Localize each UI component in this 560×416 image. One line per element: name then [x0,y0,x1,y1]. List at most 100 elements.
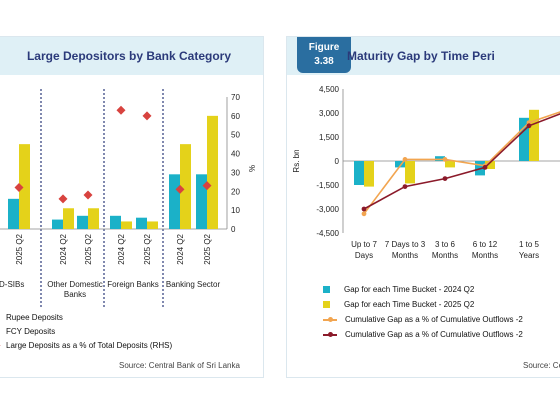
line-point [442,157,448,162]
y2-axis-label: % [247,165,256,172]
bar-gap-2025-q2 [364,161,374,187]
line-point [402,157,408,162]
marker-large-deposits-pct [58,194,68,204]
bar-fcy-deposits [121,221,132,229]
line-point [361,211,367,217]
bar-gap-2024-q2 [395,161,405,168]
legend-item: Gap for each Time Bucket - 2025 Q2 [323,300,474,309]
bar-gap-2024-q2 [354,161,364,185]
legend-item: Cumulative Gap as a % of Cumulative Outf… [323,315,523,324]
x-tick-label: Up to 7 Days [351,240,377,260]
y-tick-label: 1,500 [319,133,340,142]
left-panel-header [0,37,263,75]
legend-line-dot [328,316,333,322]
y2-tick-label: 30 [231,168,240,177]
right-chart-title: Maturity Gap by Time Peri [347,49,495,63]
x-tick-label: 2025 Q2 [143,233,152,264]
y-tick-label: 0 [335,157,340,166]
legend-swatch [323,286,330,294]
legend-label: Rupee Deposits [6,313,63,322]
legend-item: Rupee Deposits [0,313,63,322]
bar-gap-2024-q2 [519,117,529,161]
legend-item: Large Deposits as a % of Total Deposits … [0,341,172,350]
bar-gap-2025-q2 [405,161,415,184]
bar-fcy-deposits [180,144,191,229]
x-tick-label: 3 to 6 Months [432,240,458,260]
group-label: Foreign Banks [107,280,159,289]
bar-rupee-deposits [52,219,63,229]
bar-fcy-deposits [63,208,74,229]
legend-label: FCY Deposits [6,327,56,336]
x-tick-label: 2024 Q2 [59,233,68,264]
group-label: D-SIBs [0,280,24,289]
y2-tick-label: 60 [231,112,240,121]
marker-large-deposits-pct [175,184,185,194]
line-cumulative-gap-maroon [363,113,560,210]
bar-fcy-deposits [19,144,30,229]
marker-large-deposits-pct [142,111,152,121]
left-chart-panel: Large Depositors by Bank Category 0 10 20 3… [0,36,264,378]
bar-gap-2025-q2 [485,161,495,169]
right-chart-source: Source: Central B [523,361,560,370]
legend-label: Cumulative Gap as a % of Cumulative Outf… [345,315,523,324]
legend-line-dot [328,331,333,337]
y2-tick-label: 50 [231,131,240,140]
x-tick-label: 7 Days to 3 Months [385,240,426,260]
bar-rupee-deposits [169,174,180,229]
marker-large-deposits-pct [116,105,126,115]
y-tick-label: 3,000 [319,109,340,118]
figure-number: 3.38 [314,56,334,67]
bar-fcy-deposits [88,208,99,229]
y2-tick-label: 0 [231,225,236,234]
line-cumulative-gap-orange [363,111,560,215]
bar-rupee-deposits [110,215,121,229]
y-tick-label: 4,500 [319,85,340,94]
left-chart-plot: 0 10 20 30 40 50 60 70% 2025 Q2 2024 Q2 2025 Q2 202… [0,89,256,309]
figure-label: Figure [308,42,340,53]
bar-gap-2025-q2 [529,109,539,161]
legend-label: Gap for each Time Bucket - 2024 Q2 [344,285,475,294]
line-point [482,165,488,170]
marker-large-deposits-pct [14,183,24,193]
y2-tick-label: 40 [231,150,240,159]
bar-rupee-deposits [77,215,88,229]
y-tick-label: -4,500 [316,229,339,238]
bar-fcy-deposits [207,115,218,229]
right-chart-panel: Figure 3.38 Maturity Gap by Time Peri 4,… [286,36,560,378]
figure-badge: Figure 3.38 [297,37,351,73]
y-tick-label: -3,000 [316,205,339,214]
legend-item: Gap for each Time Bucket - 2024 Q2 [323,285,474,294]
bar-gap-2025-q2 [445,161,455,168]
x-tick-label: 6 to 12 Months [472,240,498,260]
group-label: Banking Sector [166,280,221,289]
legend-label: Cumulative Gap as a % of Cumulative Outf… [345,330,523,339]
x-tick-label: 2024 Q2 [117,233,126,264]
bar-rupee-deposits [196,174,207,229]
legend-label: Large Deposits as a % of Total Deposits … [6,341,173,350]
marker-large-deposits-pct [83,190,93,200]
legend-label: Gap for each Time Bucket - 2025 Q2 [344,300,475,309]
y2-tick-label: 10 [231,206,240,215]
x-tick-label: 1 to 5 Years [519,240,540,260]
group-label: Other Domestic Banks [47,280,103,299]
line-point [361,206,367,212]
x-tick-label: 2025 Q2 [203,233,212,264]
line-point [402,184,408,190]
legend-line-swatch [323,331,337,337]
legend-item: FCY Deposits [0,327,55,336]
line-point [526,123,532,129]
left-chart-source: Source: Central Bank of Sri Lanka [119,361,240,370]
bar-fcy-deposits [147,221,158,229]
legend-swatch [323,301,330,309]
left-chart-title: Large Depositors by Bank Category [26,49,232,63]
legend-item: Cumulative Gap as a % of Cumulative Outf… [323,330,523,339]
bar-rupee-deposits [136,217,147,229]
y2-tick-label: 20 [231,187,240,196]
marker-large-deposits-pct [202,181,212,191]
y2-tick-label: 70 [231,93,240,102]
line-point [442,176,448,182]
legend-line-swatch [323,316,337,322]
y-axis-label: Rs. bn [292,149,301,172]
right-chart-plot: 4,500 3,000 1,500 0 -1,500 -3,000 -4,500 Rs. bn… [292,85,560,260]
x-tick-label: 2025 Q2 [84,233,93,264]
